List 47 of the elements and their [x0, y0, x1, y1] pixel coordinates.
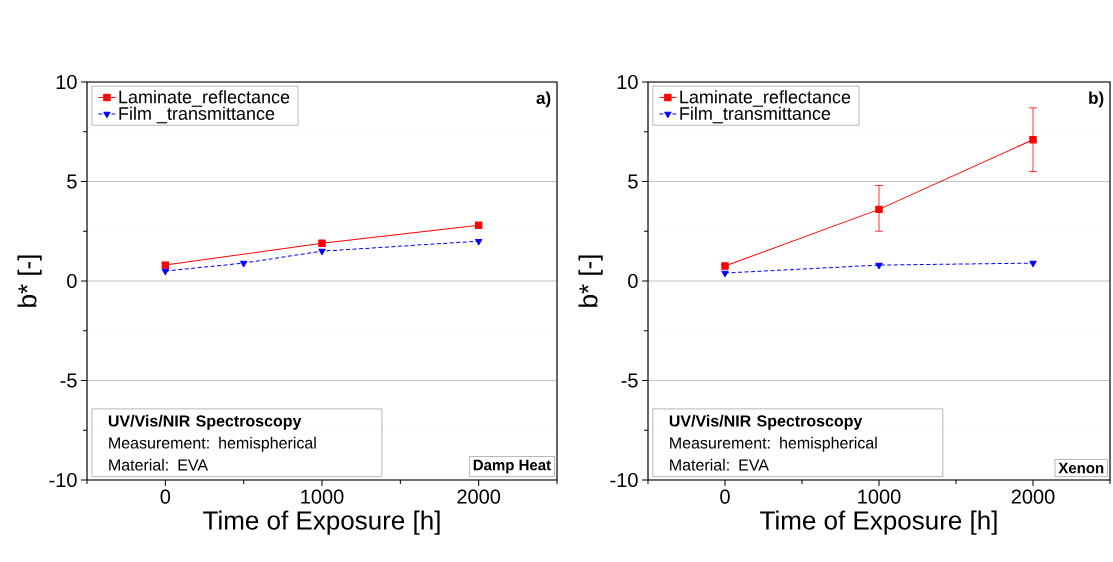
point: [875, 205, 883, 214]
legend-label: Film_transmittance: [680, 106, 831, 124]
legend-label: Laminate_reflectance: [680, 90, 851, 107]
point: [240, 260, 248, 268]
annotation: Xenon: [1058, 462, 1104, 474]
legend-label: Film _transmittance: [119, 106, 275, 124]
y-tick-label: 10: [617, 74, 638, 90]
y-tick-label: 0: [628, 273, 638, 289]
y-tick-label: 5: [628, 174, 638, 189]
y-tick-label: -10: [49, 472, 77, 488]
annotation: b): [1089, 91, 1104, 108]
point: [318, 248, 326, 256]
annotation: Material: EVA: [109, 458, 209, 471]
annotation: UV/Vis/NIR Spectroscopy: [108, 414, 302, 430]
legend-label: Laminate_reflectance: [119, 90, 290, 107]
point: [475, 238, 483, 246]
point: [161, 261, 170, 269]
y-tick-label: -5: [60, 373, 77, 388]
y-axis-title: b* [-]: [578, 255, 603, 307]
x-tick-label: 1000: [858, 489, 901, 504]
annotation: Measurement: hemispherical: [670, 436, 877, 452]
point: [474, 221, 483, 229]
annotation: Damp Heat: [473, 459, 551, 474]
annotation: UV/Vis/NIR Spectroscopy: [669, 414, 863, 430]
y-tick-label: 0: [67, 273, 77, 289]
point: [721, 262, 729, 270]
x-tick-label: 0: [160, 489, 171, 504]
y-tick-label: -5: [621, 373, 638, 388]
point: [1029, 260, 1037, 268]
y-tick-label: 10: [56, 74, 77, 90]
x-tick-label: 0: [720, 489, 730, 504]
point: [161, 268, 169, 276]
y-tick-label: -10: [610, 472, 638, 488]
x-axis-title: Time of Exposure [h]: [760, 510, 997, 535]
y-tick-label: 5: [67, 174, 77, 189]
annotation: Measurement: hemispherical: [109, 436, 316, 452]
point: [1029, 136, 1037, 144]
x-tick-label: 2000: [457, 489, 501, 504]
point: [721, 270, 729, 278]
point: [875, 262, 883, 270]
annotation: a): [536, 91, 551, 108]
y-axis-title: b* [-]: [17, 255, 42, 307]
x-tick-label: 1000: [301, 489, 344, 504]
x-axis-title: Time of Exposure [h]: [203, 510, 440, 535]
point: [318, 239, 326, 247]
annotation: Material: EVA: [670, 458, 769, 471]
x-tick-label: 2000: [1011, 489, 1055, 504]
